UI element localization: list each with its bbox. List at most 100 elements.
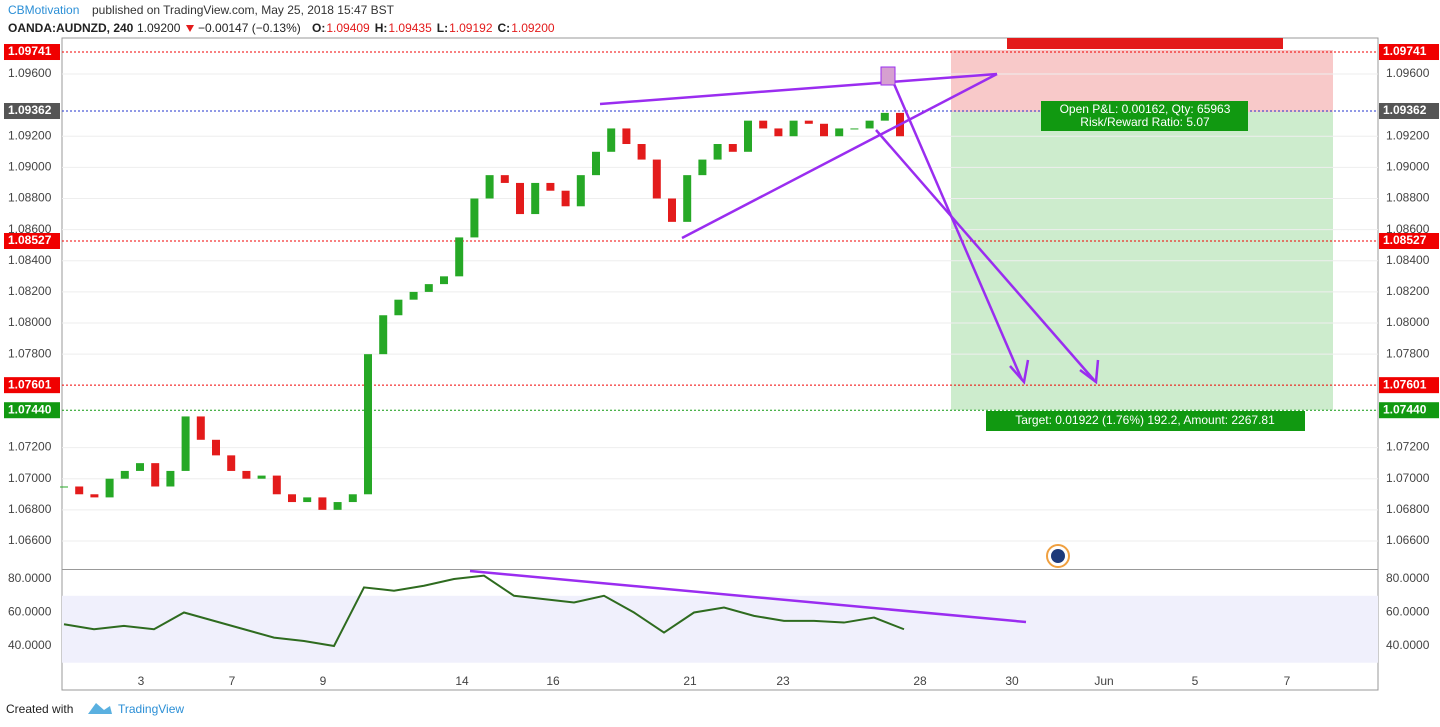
candle [181, 416, 190, 471]
chart-frame [61, 37, 1379, 691]
y-tick-label-left: 1.06600 [8, 533, 52, 547]
candle [576, 175, 585, 207]
candle [500, 175, 509, 183]
ohlc-value: 1.09200 [511, 21, 555, 35]
candle [652, 159, 661, 199]
ohlc-key: L: [437, 21, 448, 35]
candle [516, 182, 524, 215]
candle [166, 470, 175, 487]
x-tick-label: 9 [320, 674, 327, 688]
candle [728, 144, 737, 152]
candle [288, 494, 296, 503]
x-tick-label: Jun [1094, 674, 1113, 688]
footer-brand[interactable]: TradingView [118, 702, 184, 716]
price-tag-label: 1.08527 [1383, 233, 1427, 247]
y-tick-label-left: 1.08400 [8, 253, 52, 267]
y-tick-label: 1.08600 [1386, 222, 1430, 236]
candle [607, 128, 616, 152]
candle [637, 144, 646, 160]
x-tick-label: 16 [546, 674, 560, 688]
candle [668, 198, 676, 222]
y-tick-label: 1.07800 [1386, 346, 1430, 360]
rsi-tick-label: 40.0000 [1386, 638, 1430, 652]
price-tag [4, 103, 60, 120]
candle [865, 120, 874, 129]
y-tick-label-left: 1.08800 [8, 191, 52, 205]
price-tag-label: 1.08527 [8, 233, 52, 247]
candle [804, 120, 813, 124]
down-arrow [186, 25, 194, 32]
candle [622, 128, 631, 145]
candle [151, 463, 160, 487]
entry-marker [880, 66, 896, 86]
candle [424, 284, 433, 292]
candle [485, 175, 494, 199]
footer-created: Created with [6, 702, 73, 716]
price-tag-label: 1.09362 [1383, 103, 1427, 117]
candle [242, 470, 251, 479]
rsi-tick-label-left: 60.0000 [8, 605, 52, 619]
y-tick-label: 1.09600 [1386, 66, 1430, 80]
price-tag [1379, 402, 1439, 419]
ohlc-value: 1.09435 [388, 21, 432, 35]
y-tick-label: 1.08400 [1386, 253, 1430, 267]
y-tick-label: 1.07200 [1386, 440, 1430, 454]
y-tick-label-left: 1.09000 [8, 160, 52, 174]
price-tag [4, 402, 60, 419]
price-tag [1379, 103, 1439, 120]
price-tag-label: 1.09741 [8, 44, 52, 58]
candle [318, 497, 327, 510]
rsi-tick-label-left: 40.0000 [8, 638, 52, 652]
candle [531, 182, 540, 215]
author[interactable]: CBMotivation [8, 3, 79, 17]
price-tag [1379, 232, 1439, 249]
price-tag-label: 1.09362 [8, 103, 52, 117]
pnl-text: Open P&L: 0.00162, Qty: 65963 [1060, 102, 1231, 116]
candle [409, 291, 418, 300]
candle [759, 120, 768, 129]
y-tick-label: 1.09000 [1386, 160, 1430, 174]
candle [212, 439, 220, 456]
target-text: Target: 0.01922 (1.76%) 192.2, Amount: 2… [1015, 413, 1275, 427]
x-tick-label: 5 [1192, 674, 1199, 688]
event-icon-flag [1051, 549, 1065, 563]
x-tick-label: 7 [1284, 674, 1291, 688]
ohlc-key: C: [498, 21, 511, 35]
y-tick-label-left: 1.09600 [8, 66, 52, 80]
rsi-band [62, 595, 1378, 663]
candle [546, 182, 555, 191]
candle [75, 486, 84, 495]
price-tag [4, 232, 60, 249]
candle [470, 198, 479, 238]
y-tick-label-left: 1.07800 [8, 346, 52, 360]
y-tick-label: 1.07000 [1386, 471, 1430, 485]
y-tick-label: 1.09200 [1386, 128, 1430, 142]
y-tick-label-left: 1.09200 [8, 128, 52, 142]
y-tick-label-left: 1.08200 [8, 284, 52, 298]
candle [364, 354, 372, 495]
price-tag [1379, 377, 1439, 394]
candle [348, 494, 357, 503]
candle [455, 237, 464, 277]
ohlc-value: 1.09409 [326, 21, 370, 35]
rsi-line [63, 574, 905, 648]
price-tag-label: 1.07601 [8, 377, 52, 391]
y-tick-label: 1.08800 [1386, 191, 1430, 205]
candle [105, 478, 114, 498]
candle [789, 120, 798, 137]
y-tick-label-left: 1.07200 [8, 440, 52, 454]
rsi-tick-label: 60.0000 [1386, 605, 1430, 619]
price-tag [1379, 44, 1439, 61]
rsi-tick-label: 80.0000 [1386, 571, 1430, 585]
candle [880, 112, 889, 121]
y-tick-label-left: 1.06800 [8, 502, 52, 516]
target-box [986, 411, 1305, 431]
price-tag-label: 1.07440 [1383, 402, 1427, 416]
candle [592, 151, 600, 176]
candle [379, 315, 388, 355]
candle [774, 128, 783, 137]
x-tick-label: 28 [913, 674, 927, 688]
plot: 1.06600 1.06600 1.06800 1.06800 1.07000 1.070… [4, 44, 1439, 688]
candle [820, 123, 828, 137]
